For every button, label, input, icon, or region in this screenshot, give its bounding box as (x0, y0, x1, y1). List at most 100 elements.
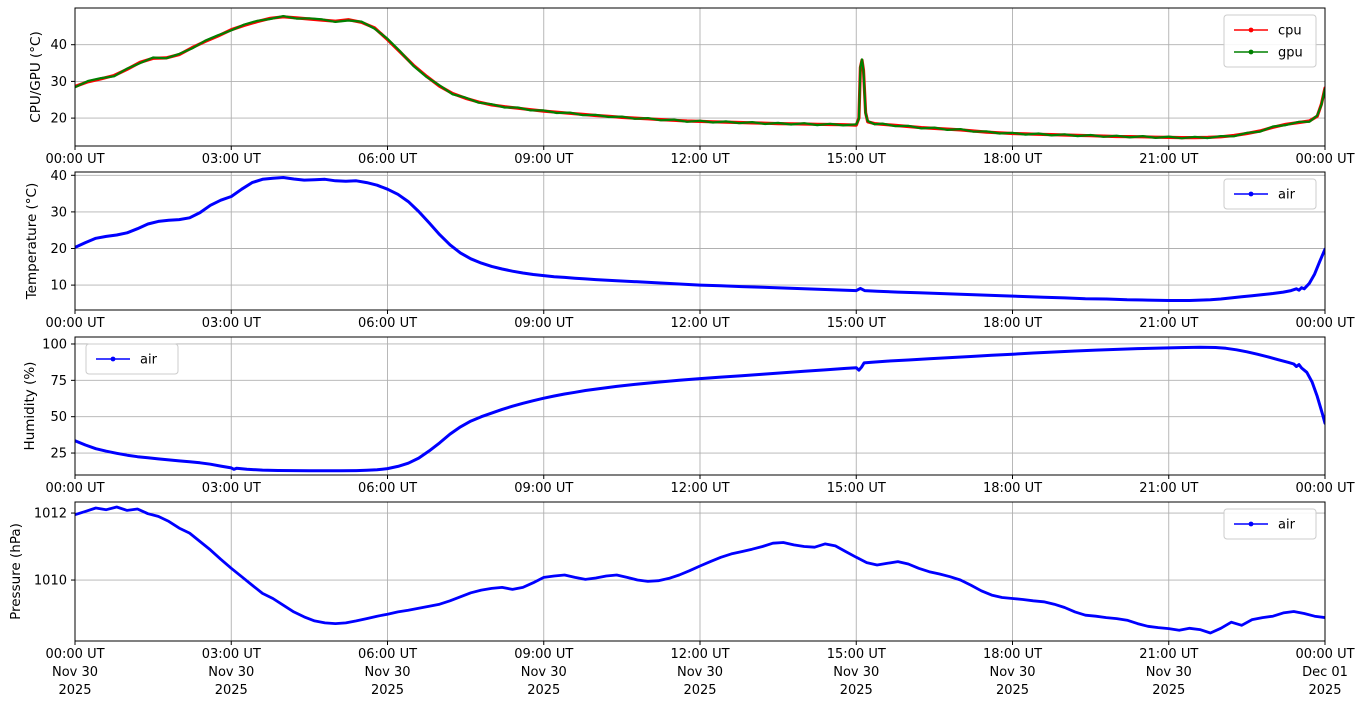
y-tick-label: 25 (50, 447, 67, 462)
x-tick-label: 21:00 UT (1139, 481, 1198, 496)
x-date-label: Nov 30 (677, 665, 723, 680)
legend: air (1223, 508, 1317, 540)
y-tick-label: 1012 (34, 507, 67, 522)
x-tick-label: 21:00 UT (1139, 316, 1198, 331)
legend-label: gpu (1278, 46, 1303, 61)
grid (75, 337, 1325, 475)
x-tick-label: 21:00 UT (1139, 152, 1198, 167)
x-tick-label: 00:00 UT (45, 316, 104, 331)
x-tick-label: 03:00 UT (202, 152, 261, 167)
legend-marker-dot (1248, 27, 1254, 33)
x-date-label: Nov 30 (364, 665, 410, 680)
x-year-label: 2025 (1308, 683, 1341, 698)
x-tick-label: 00:00 UT (45, 152, 104, 167)
x-tick-label: 09:00 UT (514, 316, 573, 331)
x-tick-label: 12:00 UT (670, 316, 729, 331)
x-date-label: Nov 30 (1146, 665, 1192, 680)
x-tick-label: 15:00 UT (827, 647, 886, 662)
x-tick-label: 09:00 UT (514, 152, 573, 167)
legend: cpu gpu (1223, 14, 1317, 68)
x-tick-label: 00:00 UT (1295, 647, 1354, 662)
legend-marker-dot (1248, 191, 1254, 197)
x-year-label: 2025 (527, 683, 560, 698)
legend-box (1223, 508, 1317, 540)
y-axis-label: Pressure (hPa) (8, 523, 24, 620)
x-tick-label: 00:00 UT (1295, 481, 1354, 496)
x-date-label: Nov 30 (521, 665, 567, 680)
x-tick-label: 03:00 UT (202, 316, 261, 331)
x-tick-label: 15:00 UT (827, 481, 886, 496)
panel-air-temperature: 10 20 30 40 00:00 UT 03:00 UT 06:00 UT 09:00 UT… (24, 169, 1355, 331)
y-tick-label: 10 (50, 279, 67, 294)
x-year-label: 2025 (996, 683, 1029, 698)
x-tick-label: 03:00 UT (202, 647, 261, 662)
x-date-label: Nov 30 (52, 665, 98, 680)
series-line-air-pressure (75, 505, 1325, 635)
x-tick-label: 21:00 UT (1139, 647, 1198, 662)
x-tick-label: 12:00 UT (670, 481, 729, 496)
x-tick-label: 09:00 UT (514, 647, 573, 662)
legend-box (1223, 178, 1317, 210)
legend-box (1223, 14, 1317, 68)
legend-marker-dot (1248, 521, 1254, 527)
x-year-label: 2025 (215, 683, 248, 698)
legend-marker-dot (110, 356, 116, 362)
y-tick-label: 100 (42, 337, 67, 352)
legend-marker-dot (1248, 49, 1254, 55)
y-tick-label: 40 (50, 38, 67, 53)
y-axis-label: Humidity (%) (22, 362, 38, 451)
grid (75, 502, 1325, 641)
y-tick-label: 30 (50, 75, 67, 90)
y-tick-label: 50 (50, 410, 67, 425)
x-tick-label: 12:00 UT (670, 152, 729, 167)
x-year-label: 2025 (1152, 683, 1185, 698)
legend-box (85, 343, 179, 375)
x-date-label: Nov 30 (989, 665, 1035, 680)
x-tick-label: 00:00 UT (45, 481, 104, 496)
x-year-label: 2025 (683, 683, 716, 698)
x-tick-label: 00:00 UT (1295, 152, 1354, 167)
x-tick-label: 09:00 UT (514, 481, 573, 496)
y-axis-label: Temperature (°C) (24, 183, 40, 301)
series-line-air-air-temperature (75, 176, 1325, 302)
series-line-gpu-cpu-gpu-temperature (75, 15, 1325, 140)
panel-pressure: 1010 1012 00:00 UT Nov 30 2025 03:00 UT Nov 30… (8, 501, 1355, 698)
x-year-label: 2025 (840, 683, 873, 698)
x-tick-label: 06:00 UT (358, 316, 417, 331)
x-date-label: Nov 30 (833, 665, 879, 680)
x-tick-label: 00:00 UT (1295, 316, 1354, 331)
x-tick-label: 15:00 UT (827, 316, 886, 331)
x-year-label: 2025 (371, 683, 404, 698)
series-line-air-humidity (75, 345, 1325, 473)
y-tick-label: 75 (50, 374, 67, 389)
y-tick-label: 30 (50, 205, 67, 220)
x-date-label: Nov 30 (208, 665, 254, 680)
x-tick-label: 06:00 UT (358, 647, 417, 662)
panel-cpu-gpu-temperature: 20 30 40 00:00 UT 03:00 UT 06:00 UT 09:00 UT 12… (28, 7, 1355, 167)
x-tick-label: 00:00 UT (45, 647, 104, 662)
y-tick-label: 20 (50, 112, 67, 127)
x-tick-label: 06:00 UT (358, 152, 417, 167)
x-tick-label: 03:00 UT (202, 481, 261, 496)
x-tick-label: 18:00 UT (983, 647, 1042, 662)
grid (75, 8, 1325, 146)
x-tick-label: 18:00 UT (983, 481, 1042, 496)
legend: air (1223, 178, 1317, 210)
y-tick-label: 40 (50, 169, 67, 184)
y-axis-label: CPU/GPU (°C) (28, 31, 44, 122)
x-tick-label: 06:00 UT (358, 481, 417, 496)
x-tick-label: 18:00 UT (983, 152, 1042, 167)
legend-label: air (140, 353, 158, 368)
y-tick-label: 20 (50, 242, 67, 257)
x-tick-label: 18:00 UT (983, 316, 1042, 331)
x-tick-label: 12:00 UT (670, 647, 729, 662)
panel-humidity: 25 50 75 100 00:00 UT 03:00 UT 06:00 UT 09:00 U… (22, 336, 1355, 496)
x-tick-label: 15:00 UT (827, 152, 886, 167)
y-tick-label: 1010 (34, 574, 67, 589)
legend-label: cpu (1278, 24, 1302, 39)
legend-label: air (1278, 188, 1296, 203)
legend: air (85, 343, 179, 375)
